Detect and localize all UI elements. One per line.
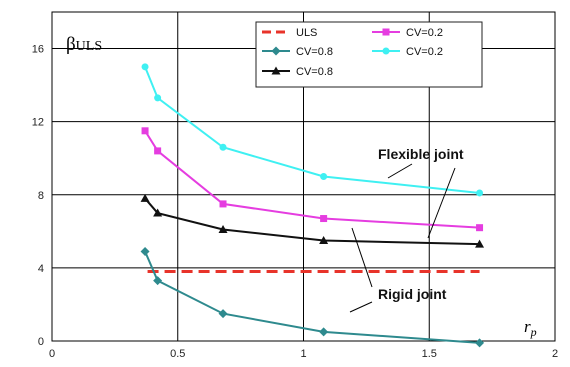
- series-point: [141, 127, 149, 135]
- series: [140, 63, 485, 348]
- legend-item: ULS: [262, 27, 317, 39]
- legend-label: CV=0.2: [406, 46, 443, 58]
- legend-marker: [382, 28, 390, 36]
- x-tick-label: 0.5: [170, 348, 185, 360]
- series-point: [141, 63, 149, 71]
- series-1: [141, 127, 484, 232]
- legend-box: [255, 21, 483, 88]
- legend-label: CV=0.2: [406, 27, 443, 39]
- series-2: [140, 246, 485, 348]
- rigid-joint-arrow-bottom: [349, 301, 373, 313]
- y-axis-label: βULS: [66, 34, 102, 55]
- legend: ULS CV=0.2 CV=0.8 CV=0.2 CV=0.8: [255, 21, 483, 88]
- x-axis-label: rp: [524, 317, 537, 339]
- series-point: [476, 224, 484, 232]
- series-point: [475, 239, 485, 248]
- series-4: [140, 193, 485, 248]
- series-3: [141, 63, 484, 197]
- series-point: [140, 193, 150, 202]
- legend-label: ULS: [296, 27, 317, 39]
- x-tick-label: 1: [300, 348, 306, 360]
- y-tick-label: 4: [38, 263, 44, 275]
- series-point: [154, 94, 162, 102]
- legend-label: CV=0.8: [296, 66, 333, 78]
- legend-marker: [271, 66, 281, 75]
- axes: 0 0.5 1 1.5 2 0 4 8 12 16 βULS rp: [32, 34, 558, 360]
- legend-marker: [271, 46, 281, 56]
- y-tick-label: 16: [32, 44, 44, 56]
- annotations: Flexible joint Rigid joint: [349, 146, 464, 313]
- series-point: [218, 309, 228, 319]
- legend-item: CV=0.2: [372, 27, 443, 39]
- series-point: [140, 246, 150, 256]
- legend-item: CV=0.8: [262, 66, 333, 78]
- series-point: [320, 215, 328, 223]
- rigid-joint-label: Rigid joint: [378, 286, 447, 302]
- x-tick-label: 2: [552, 348, 558, 360]
- series-point: [219, 200, 227, 208]
- series-point: [475, 338, 485, 348]
- rigid-joint-arrow-top: [351, 227, 373, 288]
- series-point: [154, 147, 162, 155]
- series-point: [218, 225, 228, 234]
- flexible-joint-arrow-top: [387, 163, 413, 179]
- flexible-joint-label: Flexible joint: [378, 146, 464, 162]
- series-point: [219, 143, 227, 151]
- series-point: [320, 173, 328, 180]
- y-tick-label: 12: [32, 117, 44, 129]
- y-tick-label: 8: [38, 190, 44, 202]
- flexible-joint-arrow-bottom: [427, 167, 456, 239]
- legend-marker: [382, 47, 390, 55]
- y-tick-label: 0: [38, 336, 44, 348]
- legend-label: CV=0.8: [296, 46, 333, 58]
- legend-item: CV=0.8: [262, 46, 333, 58]
- series-point: [153, 208, 163, 217]
- series-point: [476, 189, 484, 197]
- x-tick-label: 0: [49, 348, 55, 360]
- series-point: [319, 235, 329, 244]
- legend-item: CV=0.2: [372, 46, 443, 58]
- series-point: [319, 327, 329, 337]
- x-tick-label: 1.5: [422, 348, 437, 360]
- series-point: [153, 276, 163, 286]
